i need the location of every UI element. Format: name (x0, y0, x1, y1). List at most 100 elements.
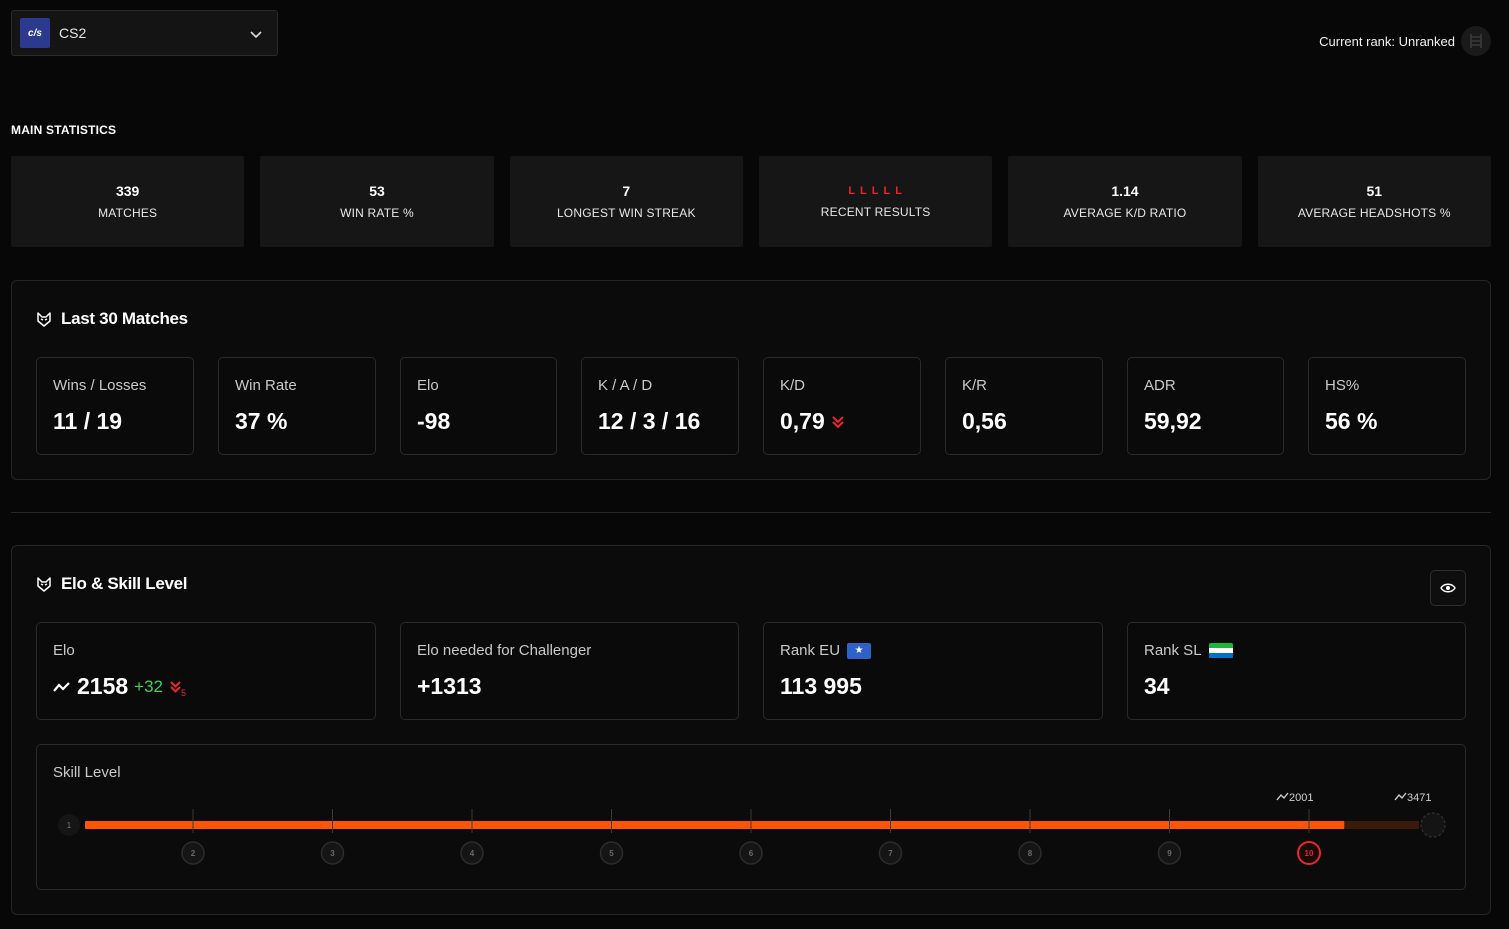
skill-level-label: Skill Level (53, 764, 121, 781)
stat-card-average-kd: 1.14 AVERAGE K/D RATIO (1008, 156, 1242, 247)
eu-flag-icon: ★ (847, 642, 872, 659)
stat-label: LONGEST WIN STREAK (556, 206, 696, 220)
level-4-badge (460, 841, 484, 865)
level-5-badge (599, 841, 624, 865)
metric-label: ADR (1144, 377, 1176, 394)
double-chevron-down-icon (170, 681, 181, 693)
main-statistics-heading: MAIN STATISTICS (11, 123, 117, 137)
level-3-number: 3 (330, 849, 335, 858)
double-chevron-down-icon (832, 415, 844, 428)
level-6-badge (739, 841, 763, 865)
rank-badge-icon (1461, 26, 1491, 56)
elo-card: Elo 2158 +32 5 (36, 622, 376, 720)
chevron-down-icon (250, 31, 262, 39)
result-loss: L (848, 184, 857, 197)
rank-sl-card: Rank SL 34 (1127, 622, 1466, 720)
metric-value: 37 % (235, 408, 288, 434)
metric-kad: K / A / D 12 / 3 / 16 (581, 357, 739, 455)
metric-win-rate: Win Rate 37 % (218, 357, 376, 455)
stat-card-recent-results: L L L L L RECENT RESULTS (758, 156, 993, 247)
elo-skill-title: Elo & Skill Level (36, 574, 188, 594)
metric-kd: K/D 0,79 (763, 357, 921, 455)
elo-skill-title-text: Elo & Skill Level (61, 574, 188, 593)
metric-adr: ADR 59,92 (1127, 357, 1284, 455)
elo-value-row: 2158 +32 5 (53, 673, 186, 700)
stat-card-win-rate: 53 WIN RATE % (260, 156, 494, 247)
metric-value: 11 / 19 (53, 408, 123, 434)
metric-value: 12 / 3 / 16 (598, 408, 701, 434)
skill-level-track: 1 2 3 4 5 6 7 8 9 10 2001 3471 (58, 792, 1446, 865)
metric-label: Rank SL (1144, 642, 1202, 659)
metric-elo: Elo -98 (400, 357, 557, 455)
level-9-badge (1157, 841, 1182, 865)
metric-label: Elo (417, 377, 439, 394)
elo-needed-card: Elo needed for Challenger +1313 (400, 622, 739, 720)
game-name: CS2 (59, 25, 87, 41)
level-2-badge (181, 841, 205, 865)
metric-label: K/R (962, 377, 988, 394)
stat-card-longest-win-streak: 7 LONGEST WIN STREAK (509, 156, 743, 247)
metric-value: -98 (417, 408, 451, 434)
level-5-number: 5 (609, 849, 614, 858)
metric-value: 113 995 (780, 673, 862, 699)
stat-value: 51 (1366, 183, 1383, 199)
current-rank-text: Current rank: Unranked (1319, 33, 1455, 49)
level-7-badge (878, 841, 903, 865)
rank-eu-card: Rank EU ★ 113 995 (763, 622, 1103, 720)
level-4-number: 4 (470, 849, 475, 858)
stat-value: 7 (622, 183, 631, 199)
metric-value: +1313 (417, 673, 482, 699)
faceit-wolf-icon (37, 312, 51, 327)
elo-trend-icon (1276, 792, 1289, 801)
faceit-wolf-icon (37, 577, 51, 592)
result-loss: L (860, 184, 868, 197)
toggle-visibility-button[interactable] (1430, 570, 1466, 606)
cs2-logo-icon: c/s (20, 18, 50, 48)
section-divider (11, 512, 1491, 513)
stat-value: 1.14 (1111, 183, 1139, 199)
level-3-badge (320, 841, 345, 865)
skill-track-fill (85, 821, 1345, 829)
game-selector[interactable]: c/s CS2 (11, 10, 278, 56)
stat-label: AVERAGE HEADSHOTS % (1297, 206, 1451, 220)
metric-label-row: Rank EU ★ (780, 642, 872, 659)
main-statistics-row: 339 MATCHES 53 WIN RATE % 7 LONGEST WIN … (11, 156, 1491, 247)
last-30-title-text: Last 30 Matches (61, 309, 188, 328)
skill-level-box: Skill Level 1 2 3 4 5 6 7 8 9 10 2001 3471 (36, 744, 1466, 890)
metric-label: HS% (1325, 377, 1360, 394)
level-7-number: 7 (888, 849, 893, 858)
metric-value: 56 % (1325, 408, 1378, 434)
last-30-title: Last 30 Matches (36, 309, 188, 329)
metric-label: Elo (53, 642, 75, 659)
result-loss: L (895, 184, 903, 197)
stat-label: MATCHES (98, 206, 158, 220)
stat-label: AVERAGE K/D RATIO (1063, 206, 1187, 220)
challenger-elo-label: 3471 (1407, 792, 1431, 804)
challenger-marker (1420, 812, 1446, 838)
level-10-number: 10 (1305, 849, 1314, 858)
elo-value: 2158 (77, 673, 129, 699)
level-1-number: 1 (67, 821, 72, 830)
metric-wins-losses: Wins / Losses 11 / 19 (36, 357, 194, 455)
level-9-number: 9 (1167, 849, 1172, 858)
level-8-number: 8 (1028, 849, 1033, 858)
elo-delta: +32 (134, 676, 164, 696)
loss-streak: 5 (169, 679, 186, 698)
level-6-number: 6 (749, 849, 754, 858)
level-1-marker (58, 814, 80, 836)
level-10-elo-label: 2001 (1289, 792, 1313, 804)
metric-label: Rank EU (780, 642, 841, 659)
metric-value: 34 (1144, 673, 1170, 699)
level-2-number: 2 (191, 849, 196, 858)
current-rank: Current rank: Unranked (1319, 26, 1491, 56)
metric-label: Win Rate (235, 377, 297, 394)
stat-label: WIN RATE % (340, 206, 414, 220)
stat-value: 53 (369, 183, 385, 199)
metric-label: Wins / Losses (53, 377, 147, 394)
metric-label-row: Rank SL (1144, 642, 1233, 659)
elo-skill-panel: Elo & Skill Level Elo 2158 +32 5 Elo nee… (11, 545, 1491, 915)
result-loss: L (883, 184, 892, 197)
stat-label: RECENT RESULTS (820, 204, 931, 219)
metric-label: K / A / D (598, 377, 653, 394)
metric-value-row: 0,79 (780, 408, 845, 435)
